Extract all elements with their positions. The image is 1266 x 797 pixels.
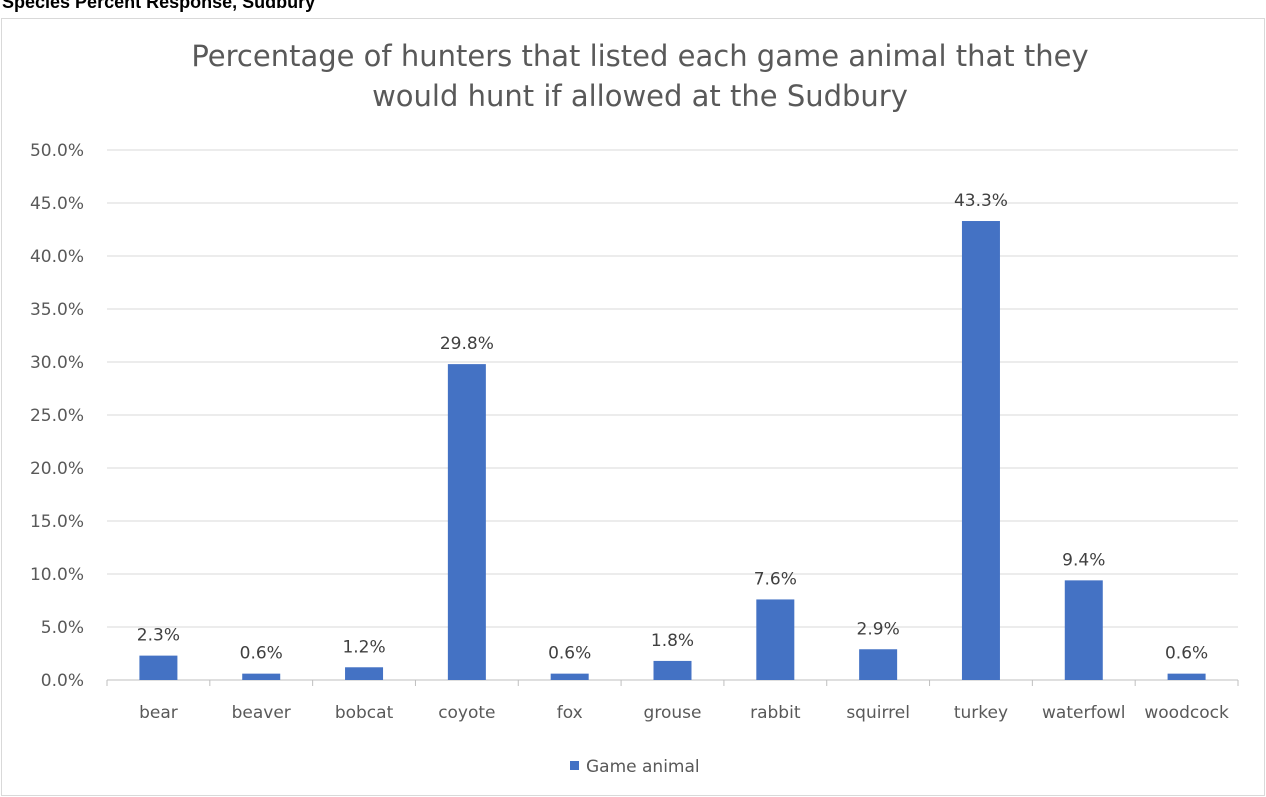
chart-frame — [1, 18, 1265, 796]
bar-beaver — [242, 673, 281, 680]
y-tick-label: 10.0% — [30, 565, 84, 585]
data-label-bear: 2.3% — [137, 626, 180, 646]
x-tick-label-woodcock: woodcock — [1144, 703, 1229, 723]
x-tick-label-grouse: grouse — [644, 703, 702, 723]
data-label-squirrel: 2.9% — [857, 619, 900, 639]
x-tick-label-squirrel: squirrel — [846, 703, 910, 723]
x-tick-label-bobcat: bobcat — [335, 703, 394, 723]
x-tick-label-rabbit: rabbit — [750, 703, 801, 723]
y-tick-label: 50.0% — [30, 141, 84, 161]
chart-title-line-2: would hunt if allowed at the Sudbury — [372, 79, 908, 113]
data-label-grouse: 1.8% — [651, 631, 694, 651]
x-tick-label-turkey: turkey — [954, 703, 1008, 723]
x-tick-label-waterfowl: waterfowl — [1042, 703, 1125, 723]
y-tick-label: 0.0% — [41, 671, 84, 691]
x-axis-ticks: bear beaver bobcat coyote fox grouse rabbit squ… — [139, 703, 1229, 723]
cropped-header-text: Species Percent Response, Sudbury — [2, 0, 316, 12]
legend-swatch — [570, 761, 579, 770]
bar-woodcock — [1167, 673, 1206, 680]
data-label-rabbit: 7.6% — [754, 569, 797, 589]
x-tick-label-coyote: coyote — [438, 703, 495, 723]
data-label-waterfowl: 9.4% — [1062, 550, 1105, 570]
bar-waterfowl — [1064, 580, 1103, 680]
x-tick-label-bear: bear — [139, 703, 178, 723]
bar-turkey — [961, 221, 1000, 680]
bar-bear — [139, 655, 178, 680]
y-axis-ticks: 0.0% 5.0% 10.0% 15.0% 20.0% 25.0% 30.0% 35.0% 40… — [30, 141, 84, 691]
bar-squirrel — [859, 649, 898, 680]
data-labels: 2.3% 0.6% 1.2% 29.8% 0.6% 1.8% 7.6% 2.9% 43.3% 9.… — [137, 191, 1208, 664]
data-label-coyote: 29.8% — [440, 334, 494, 354]
bar-rabbit — [756, 599, 795, 680]
x-tick-label-fox: fox — [557, 703, 583, 723]
y-tick-label: 40.0% — [30, 247, 84, 267]
data-label-woodcock: 0.6% — [1165, 644, 1208, 664]
data-label-beaver: 0.6% — [240, 644, 283, 664]
y-tick-label: 25.0% — [30, 406, 84, 426]
bar-fox — [550, 673, 589, 680]
data-label-bobcat: 1.2% — [342, 637, 385, 657]
legend: Game animal — [570, 757, 700, 777]
bar-coyote — [447, 364, 486, 680]
bars — [139, 221, 1206, 680]
data-label-turkey: 43.3% — [954, 191, 1008, 211]
y-tick-label: 20.0% — [30, 459, 84, 479]
cropped-header: Species Percent Response, Sudbury — [0, 0, 1266, 18]
y-tick-label: 5.0% — [41, 618, 84, 638]
y-tick-label: 30.0% — [30, 353, 84, 373]
y-tick-label: 35.0% — [30, 300, 84, 320]
bar-grouse — [653, 660, 692, 680]
legend-label: Game animal — [586, 757, 700, 777]
x-tick-label-beaver: beaver — [232, 703, 291, 723]
data-label-fox: 0.6% — [548, 644, 591, 664]
y-tick-label: 45.0% — [30, 194, 84, 214]
bar-bobcat — [345, 667, 384, 680]
chart-title-line-1: Percentage of hunters that listed each g… — [191, 39, 1088, 73]
y-tick-label: 15.0% — [30, 512, 84, 532]
